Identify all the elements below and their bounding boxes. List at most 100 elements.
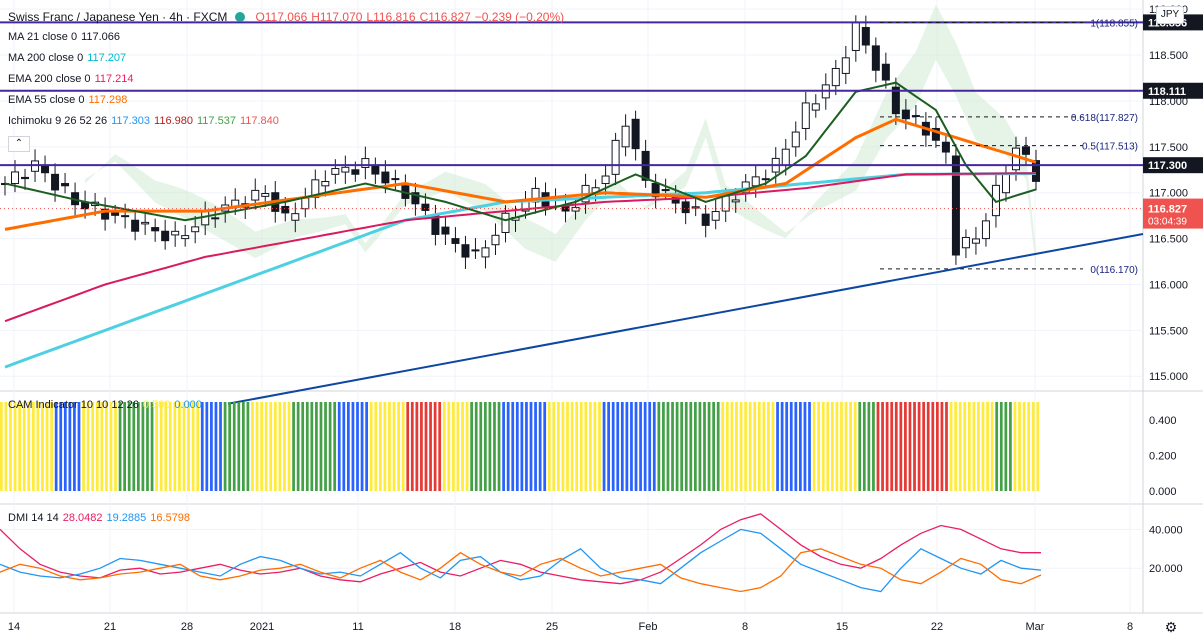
candle — [631, 118, 640, 150]
cam-bar — [123, 402, 127, 491]
cam-bar — [584, 402, 588, 491]
collapse-legend-button[interactable]: ⌃ — [8, 136, 30, 152]
cam-bar — [520, 402, 524, 491]
cam-bar — [205, 402, 209, 491]
cam-bar — [365, 402, 369, 491]
candle — [261, 193, 270, 197]
cam-bar — [716, 402, 720, 491]
cam-bar — [762, 402, 766, 491]
cam-bar — [319, 402, 323, 491]
fib-level-label: 0.5(117.513) — [1082, 142, 1138, 153]
candle — [201, 210, 210, 226]
cam-bar — [328, 402, 332, 491]
cam-bar — [602, 402, 606, 491]
candle — [161, 230, 170, 242]
cam-bar — [383, 402, 387, 491]
cam-bar — [77, 402, 81, 491]
candle — [391, 178, 400, 181]
cam-bar — [972, 402, 976, 491]
cam-bar — [196, 402, 200, 491]
cam-bar — [593, 402, 597, 491]
cam-bar — [812, 402, 816, 491]
candle — [811, 103, 820, 111]
cam-bar — [744, 402, 747, 491]
cam-bar — [995, 402, 999, 491]
dmi-series-line — [0, 528, 1042, 593]
price-label: 117.300 — [1148, 160, 1187, 172]
cam-bar — [497, 402, 501, 491]
candle — [331, 168, 340, 175]
y-tick-label: 116.500 — [1149, 234, 1188, 246]
cam-bar — [401, 402, 405, 491]
cam-bar — [433, 402, 437, 491]
x-tick-label: 8 — [742, 621, 748, 633]
cam-bar — [958, 402, 962, 491]
legend-ma21[interactable]: MA 21 close 0 117.066 — [8, 31, 124, 43]
cam-bar — [725, 402, 729, 491]
cam-bar — [41, 402, 44, 491]
legend-ma200[interactable]: MA 200 close 0 117.207 — [8, 52, 130, 64]
cam-bar — [31, 402, 35, 491]
gear-icon[interactable]: ⚙ — [1164, 619, 1178, 635]
candle — [761, 178, 770, 181]
cam-bar — [543, 402, 547, 491]
dmi-series-line — [0, 548, 1042, 593]
cam-bar — [63, 402, 67, 491]
cam-bar — [712, 402, 716, 491]
cam-bar — [456, 402, 460, 491]
legend-label: EMA 200 close 0 — [8, 73, 91, 85]
open-value: O117.066 — [255, 10, 308, 24]
legend-dmi[interactable]: DMI 14 14 28.0482 19.2885 16.5798 — [8, 512, 194, 524]
cam-bar — [438, 402, 442, 491]
cam-bar — [182, 402, 186, 491]
candle — [171, 230, 180, 236]
cam-bar — [981, 402, 985, 491]
cam-bar — [315, 402, 318, 491]
legend-ichimoku[interactable]: Ichimoku 9 26 52 26 117.303 116.980 117.537… — [8, 115, 283, 127]
cam-bar — [488, 402, 492, 491]
cam-bar — [840, 402, 843, 491]
cam-bar — [324, 402, 327, 491]
cam-bar — [342, 402, 346, 491]
cam-bar — [27, 402, 31, 491]
cam-bar — [191, 402, 195, 491]
candle — [211, 217, 220, 220]
cam-bar — [935, 402, 939, 491]
ema55-line — [4, 117, 1037, 231]
legend-ema200[interactable]: EMA 200 close 0 117.214 — [8, 73, 138, 85]
candle — [281, 205, 290, 214]
legend-cam[interactable]: CAM Indicator 10 10 12 26 0.500 0.000 — [8, 399, 206, 411]
cam-bar — [799, 402, 802, 491]
high-value: H117.070 — [311, 10, 363, 24]
cam-bar — [666, 402, 670, 491]
currency-button[interactable]: JPY — [1156, 6, 1184, 24]
legend-ema55[interactable]: EMA 55 close 0 117.298 — [8, 94, 131, 106]
cam-bar — [808, 402, 811, 491]
cam-bar — [534, 402, 537, 491]
y-tick-label: 0.200 — [1149, 450, 1177, 462]
x-tick-label: 15 — [836, 621, 848, 633]
x-tick-label: 18 — [449, 621, 461, 633]
cam-bar — [415, 402, 419, 491]
cam-bar — [657, 402, 661, 491]
cam-bar — [844, 402, 848, 491]
cam-bar — [881, 402, 884, 491]
cam-bar — [780, 402, 784, 491]
cam-bar — [374, 402, 378, 491]
cam-bar — [255, 402, 259, 491]
cam-bar — [168, 402, 172, 491]
cam-bar — [835, 402, 839, 491]
cam-bar — [694, 402, 697, 491]
x-tick-label: 21 — [104, 621, 116, 633]
cam-bar — [296, 402, 300, 491]
low-value: L116.816 — [366, 10, 416, 24]
legend-label: EMA 55 close 0 — [8, 94, 85, 106]
candle — [731, 199, 740, 203]
candle — [341, 166, 350, 173]
symbol-title[interactable]: Swiss Franc / Japanese Yen · 4h · FXCM — [8, 10, 228, 24]
candle — [101, 208, 110, 220]
cam-bar — [447, 402, 451, 491]
bar-countdown-label: 03:04:39 — [1148, 217, 1187, 228]
change-value: −0.239 (−0.20%) — [474, 10, 565, 24]
